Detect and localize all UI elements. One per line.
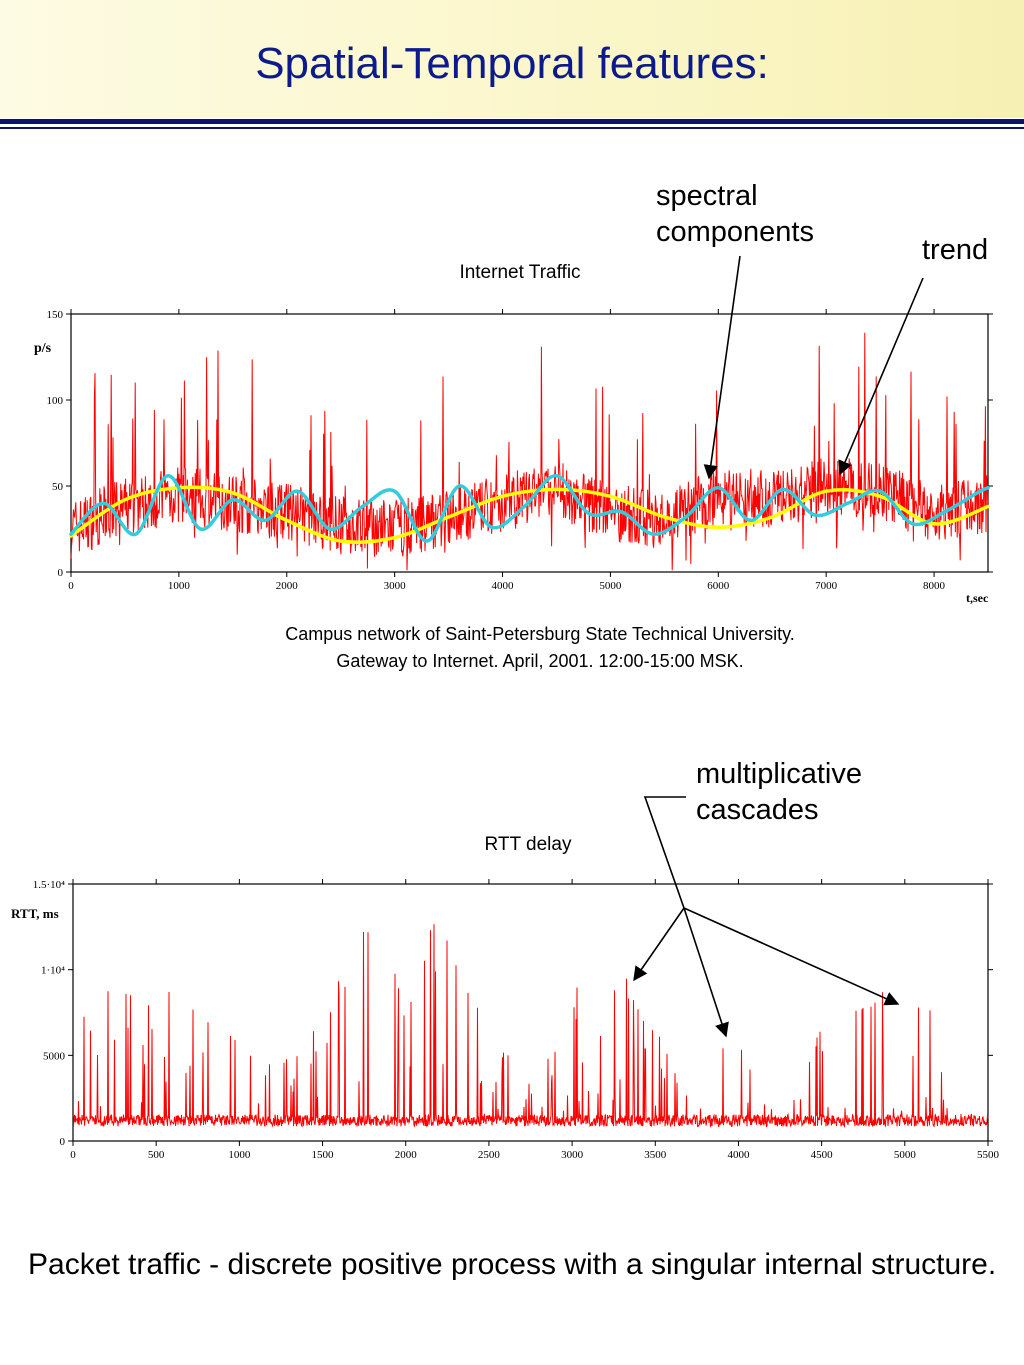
chart2-title: RTT delay [485, 834, 572, 855]
spectral-components-label: spectral components [656, 178, 814, 250]
slide-title: Spatial-Temporal features: [255, 39, 769, 88]
cascade-arrow-right [683, 907, 900, 1006]
chart2-xtick-label-4: 2000 [395, 1149, 418, 1161]
chart2-ytick-label-3: 1.5·10⁴ [33, 879, 65, 891]
chart1-xlabel: t,sec [966, 591, 989, 605]
cascade-arrow-mid [683, 907, 729, 1038]
chart2-xtick-label-9: 4500 [811, 1149, 834, 1161]
chart1-xtick-label-1: 1000 [168, 580, 191, 592]
cascade-arrow-left [633, 907, 685, 982]
chart1-xtick-label-0: 0 [68, 580, 74, 592]
chart1-xtick-label-7: 7000 [815, 580, 838, 592]
chart2-xtick-label-2: 1000 [228, 1149, 251, 1161]
chart2-ylabel: RTT, ms [11, 906, 59, 921]
chart2-xtick-label-7: 3500 [644, 1149, 667, 1161]
internet-traffic-chart: Internet Traffic p/s t,sec Campus networ… [34, 262, 993, 671]
rtt-series-line [72, 924, 989, 1129]
cascades-label-line2: cascades [696, 794, 819, 826]
chart2-ytick-label-0: 0 [60, 1136, 66, 1148]
spectral-label-line1: spectral [656, 180, 758, 212]
chart1-xtick-label-5: 5000 [599, 580, 622, 592]
slide-caption: Packet traffic - discrete positive proce… [28, 1248, 997, 1281]
chart1-note-1: Campus network of Saint-Petersburg State… [285, 624, 795, 644]
chart1-title: Internet Traffic [459, 262, 580, 283]
chart1-note-2: Gateway to Internet. April, 2001. 12:00-… [336, 651, 743, 671]
chart1-frame [70, 313, 989, 573]
chart2-frame [72, 883, 989, 1142]
chart2-xtick-label-5: 2500 [478, 1149, 501, 1161]
chart1-ytick-label-2: 100 [47, 395, 64, 407]
chart1-ytick-label-0: 0 [58, 567, 64, 579]
chart2-xtick-label-10: 5000 [894, 1149, 917, 1161]
trend-label: trend [922, 234, 989, 266]
chart1-xtick-label-4: 4000 [492, 580, 515, 592]
spectral-label-line2: components [656, 216, 814, 248]
spectral-components-line [69, 473, 990, 543]
chart2-xtick-label-3: 1500 [312, 1149, 335, 1161]
chart2-xtick-label-6: 3000 [561, 1149, 584, 1161]
rtt-delay-chart: RTT delay RTT, ms 0 500 1000 1500 2000 2500 30… [11, 834, 1000, 1161]
traffic-series-line [70, 332, 989, 571]
title-rule-thin [0, 127, 1024, 129]
chart2-xtick-label-11: 5500 [977, 1149, 1000, 1161]
title-rule-thick [0, 119, 1024, 124]
chart1-ylabel: p/s [34, 341, 52, 356]
chart1-ytick-label-3: 150 [47, 309, 64, 321]
chart1-xtick-label-3: 3000 [384, 580, 407, 592]
trend-arrow [838, 277, 924, 476]
chart1-xtick-label-8: 8000 [923, 580, 946, 592]
chart2-ytick-label-1: 5000 [43, 1050, 66, 1062]
cascades-label-line1: multiplicative [696, 758, 862, 790]
spectral-arrow [703, 255, 741, 480]
chart1-xtick-label-2: 2000 [276, 580, 299, 592]
title-banner [0, 0, 1024, 118]
chart2-ytick-label-2: 1·10⁴ [41, 965, 65, 977]
cascade-bracket [643, 796, 686, 909]
chart1-ytick-label-1: 50 [52, 481, 64, 493]
chart1-xtick-label-6: 6000 [707, 580, 730, 592]
multiplicative-cascades-label: multiplicative cascades [696, 756, 862, 828]
chart2-xtick-label-1: 500 [148, 1149, 165, 1161]
chart2-xtick-label-8: 4000 [727, 1149, 750, 1161]
chart2-xtick-label-0: 0 [70, 1149, 76, 1161]
trend-line [69, 485, 990, 545]
